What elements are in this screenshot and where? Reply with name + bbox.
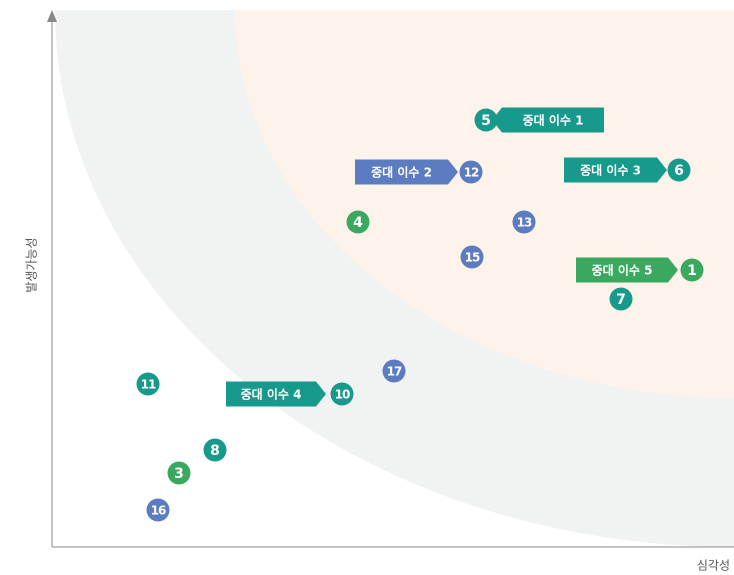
node (667, 158, 691, 182)
callout (355, 159, 458, 185)
callout (226, 381, 326, 407)
node (459, 160, 483, 184)
node-label: 16 (151, 504, 166, 518)
node (512, 210, 536, 234)
node-label: 3 (174, 466, 184, 482)
node (346, 210, 370, 234)
node-label: 7 (616, 292, 626, 308)
callout-label: 중대 이수 3 (580, 163, 641, 178)
node-label: 12 (464, 166, 479, 180)
callout (564, 157, 667, 183)
callout-label: 중대 이수 4 (241, 387, 302, 402)
node-label: 4 (353, 215, 363, 231)
node-label: 8 (210, 443, 220, 459)
callout-label: 중대 이수 1 (523, 113, 584, 128)
high-zone (235, 10, 734, 398)
node-label: 1 (687, 263, 697, 279)
y-axis-arrow (47, 10, 57, 22)
node (146, 498, 170, 522)
node-label: 5 (481, 113, 491, 129)
node-label: 10 (335, 388, 350, 402)
node-label: 13 (517, 216, 532, 230)
node (203, 438, 227, 462)
node (330, 382, 354, 406)
node (167, 461, 191, 485)
node-label: 11 (141, 378, 156, 392)
node (460, 245, 484, 269)
node (474, 108, 498, 132)
node-label: 6 (674, 163, 684, 179)
node-label: 17 (387, 365, 402, 379)
y-axis-label: 발생가능성 (25, 237, 39, 292)
node-label: 15 (465, 251, 480, 265)
x-axis-label: 심각성 (697, 559, 730, 573)
callout-label: 중대 이수 5 (592, 263, 653, 278)
callout-label: 중대 이수 2 (371, 165, 432, 180)
node (136, 372, 160, 396)
node (382, 359, 406, 383)
node (609, 287, 633, 311)
callout (576, 257, 678, 283)
node (680, 258, 704, 282)
callout (492, 107, 604, 133)
